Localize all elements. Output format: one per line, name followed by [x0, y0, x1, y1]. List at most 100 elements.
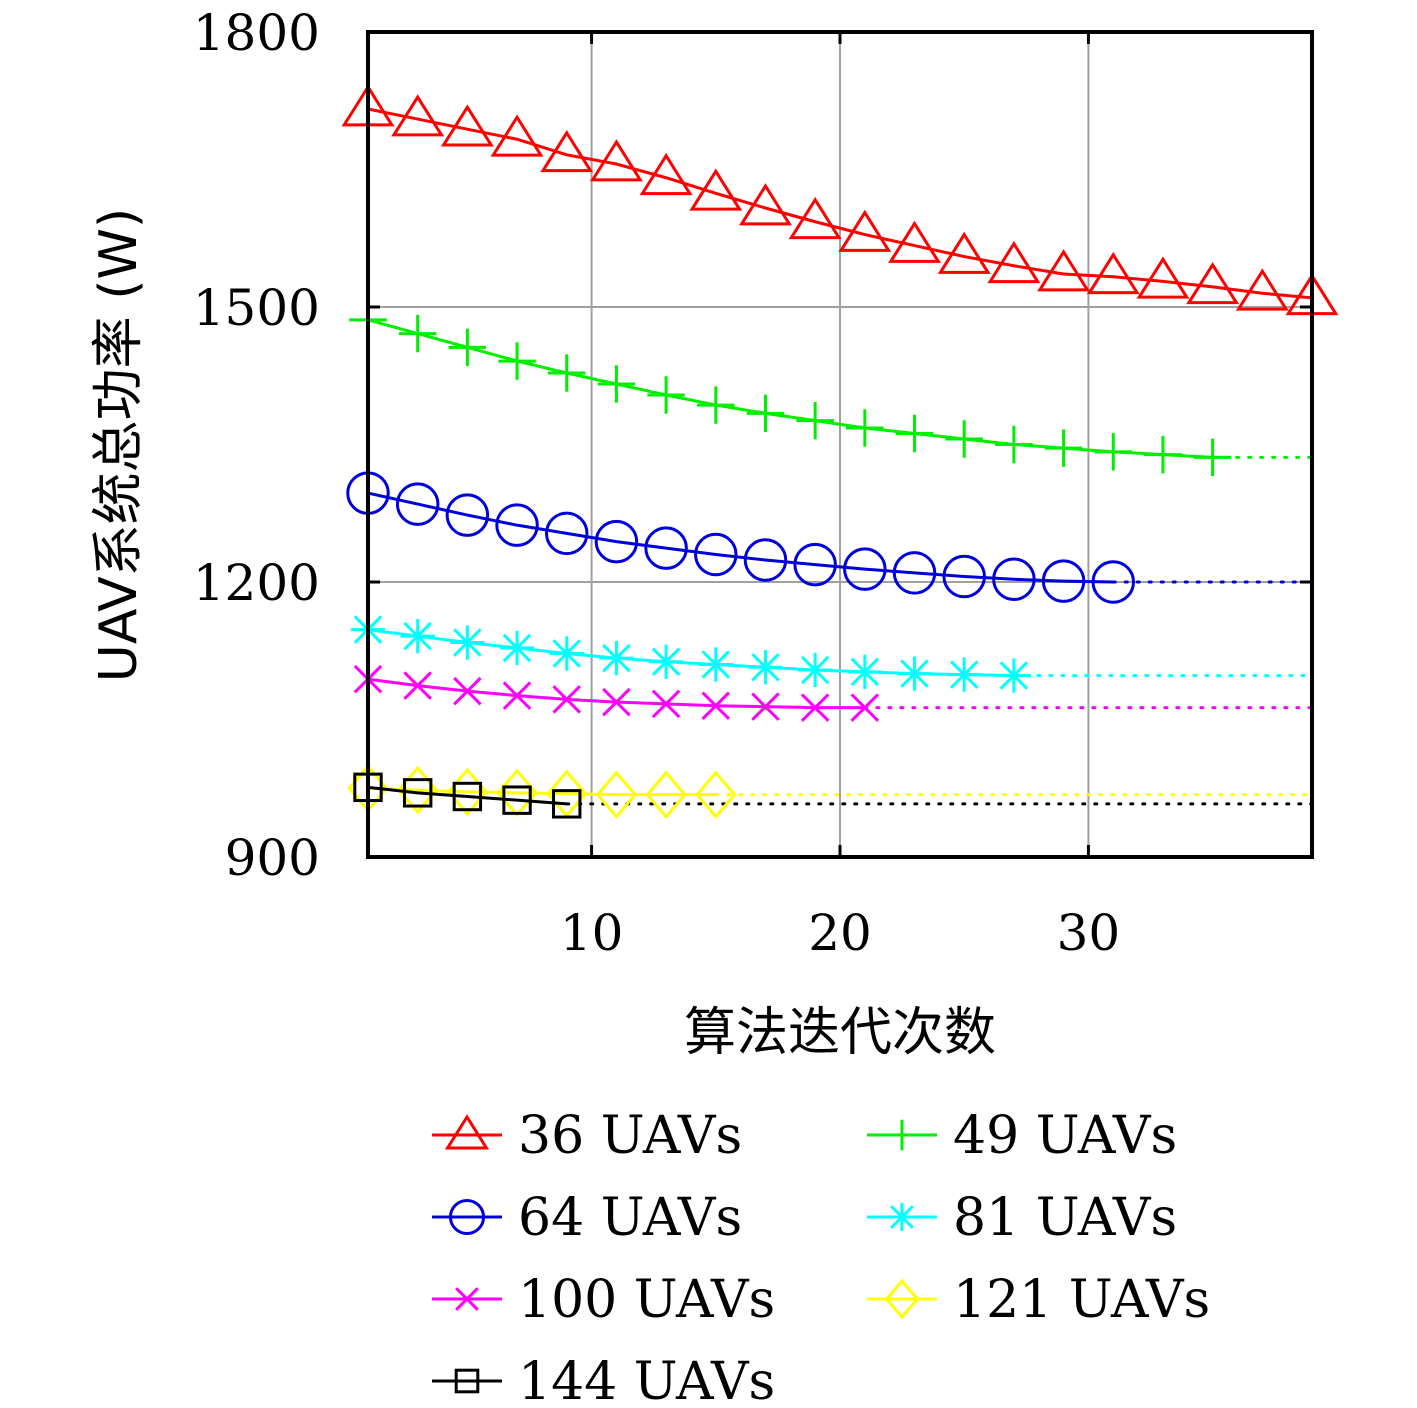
legend-label: 49 UAVs	[953, 1106, 1177, 1166]
marker-cross	[850, 693, 880, 722]
marker-square	[452, 781, 483, 812]
marker-asterisk	[698, 647, 733, 682]
marker-asterisk	[847, 654, 883, 689]
marker-cross-b	[701, 691, 731, 721]
marker-circle	[743, 538, 788, 582]
legend-item: 144 UAVs	[432, 1352, 775, 1408]
marker-plus	[895, 414, 934, 453]
marker-plus	[448, 328, 487, 367]
marker-plus	[697, 386, 735, 424]
marker-cross	[701, 691, 731, 721]
marker-asterisk-b	[502, 633, 532, 663]
marker-circle	[1041, 559, 1086, 603]
marker-triangle	[444, 1114, 490, 1150]
axis-ticks: 10 20 30 900 1200 1500 1800	[193, 4, 1312, 962]
marker-circle	[793, 542, 837, 587]
series-line	[367, 491, 1114, 584]
marker-asterisk-b	[800, 655, 830, 685]
marker-cross-b	[453, 676, 482, 706]
marker-circle	[892, 551, 937, 595]
marker-triangle	[391, 94, 445, 137]
series-line	[367, 785, 567, 806]
marker-diamond	[645, 770, 687, 819]
marker-plus	[647, 376, 685, 414]
legend-label: 121 UAVs	[953, 1270, 1210, 1330]
marker-plus	[1044, 429, 1083, 467]
series-49-uavs	[349, 301, 1232, 477]
marker-plus	[597, 365, 636, 403]
marker-cross-b	[850, 693, 880, 722]
marker-cross-b	[502, 681, 532, 710]
y-tick-label: 1500	[193, 279, 320, 337]
marker-plus	[1144, 435, 1182, 474]
marker-circle	[694, 532, 738, 577]
marker-square	[402, 778, 433, 808]
legend-label: 36 UAVs	[518, 1106, 742, 1166]
marker-plus	[1094, 433, 1132, 471]
marker-circle	[1091, 560, 1136, 604]
marker-cross	[800, 693, 830, 722]
y-axis-title: UAV系统总功率 (W)	[89, 208, 149, 682]
marker-triangle	[689, 168, 743, 211]
marker-cross	[453, 676, 482, 706]
marker-plus	[886, 1119, 918, 1151]
marker-triangle	[540, 130, 594, 173]
legend-item: 64 UAVs	[432, 1188, 742, 1248]
marker-cross-b	[455, 1287, 479, 1311]
marker-square	[454, 1368, 480, 1394]
series-line	[367, 107, 1313, 300]
legend-label: 100 UAVs	[518, 1270, 775, 1330]
marker-cross-b	[751, 692, 780, 721]
marker-square	[502, 785, 532, 815]
marker-triangle	[987, 240, 1041, 284]
legend-item: 36 UAVs	[432, 1106, 742, 1166]
marker-cross-b	[651, 689, 681, 719]
marker-diamond	[595, 770, 638, 819]
marker-plus	[398, 314, 437, 353]
marker-cross	[403, 671, 432, 700]
series-line	[367, 786, 716, 797]
legend-item: 121 UAVs	[867, 1270, 1210, 1330]
x-tick-label: 20	[808, 904, 872, 962]
marker-triangle	[739, 183, 792, 226]
marker-triangle	[888, 220, 941, 263]
y-tick-label: 900	[225, 829, 320, 887]
marker-circle	[594, 519, 639, 564]
marker-triangle	[589, 139, 643, 182]
marker-asterisk-b	[900, 659, 929, 688]
marker-circle	[495, 503, 539, 547]
marker-triangle	[788, 196, 842, 240]
marker-asterisk-b	[651, 647, 681, 677]
marker-plus	[796, 401, 834, 440]
marker-triangle	[1186, 262, 1240, 305]
series-line	[367, 318, 1213, 459]
marker-triangle	[1136, 256, 1190, 299]
legend-item: 100 UAVs	[432, 1270, 775, 1330]
marker-plus	[1193, 438, 1232, 477]
marker-cross-b	[800, 693, 830, 722]
marker-asterisk	[450, 625, 485, 660]
x-tick-label: 30	[1057, 904, 1121, 962]
marker-asterisk-b	[999, 661, 1029, 690]
marker-asterisk	[599, 640, 634, 676]
marker-plus	[945, 420, 983, 458]
marker-cross-b	[602, 687, 631, 717]
marker-asterisk-b	[403, 621, 432, 651]
marker-asterisk-b	[453, 628, 482, 657]
marker-plus	[995, 425, 1033, 464]
marker-circle	[448, 1198, 486, 1236]
marker-triangle	[1235, 268, 1289, 311]
marker-cross	[502, 681, 532, 710]
marker-square	[552, 789, 582, 819]
marker-plus	[498, 342, 536, 380]
marker-asterisk	[887, 1202, 917, 1232]
marker-asterisk	[996, 658, 1032, 693]
marker-plus	[548, 354, 586, 392]
marker-asterisk	[549, 636, 584, 671]
marker-asterisk	[748, 650, 783, 685]
extension-lines	[565, 455, 1314, 806]
marker-triangle	[1037, 249, 1091, 292]
x-axis-title: 算法迭代次数	[684, 1003, 996, 1063]
marker-cross	[602, 687, 631, 717]
